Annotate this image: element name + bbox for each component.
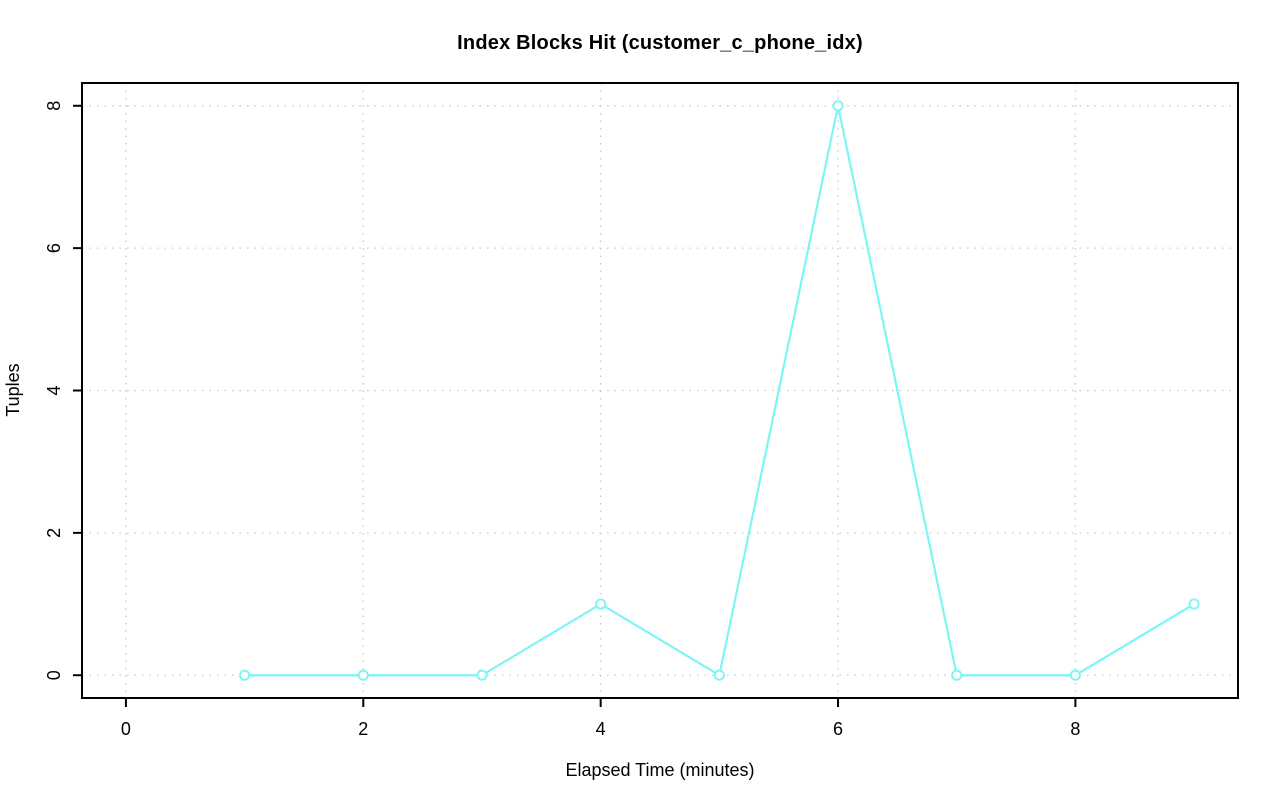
- x-tick-label: 4: [596, 719, 606, 739]
- data-point-marker: [595, 598, 607, 610]
- y-tick-label: 2: [44, 528, 64, 538]
- series-line: [243, 104, 1196, 677]
- x-tick-label: 8: [1070, 719, 1080, 739]
- plot-border: [81, 82, 1239, 699]
- x-tick-label: 2: [358, 719, 368, 739]
- y-tick-label: 0: [44, 670, 64, 680]
- y-tick-label: 6: [44, 243, 64, 253]
- data-point-marker: [713, 669, 725, 681]
- x-tick-label: 0: [121, 719, 131, 739]
- y-tick-label: 8: [44, 101, 64, 111]
- data-point-marker: [476, 669, 488, 681]
- y-tick-label: 4: [44, 385, 64, 395]
- data-point-marker: [357, 669, 369, 681]
- x-axis-label: Elapsed Time (minutes): [565, 760, 755, 780]
- data-point-marker: [951, 669, 963, 681]
- data-point-marker: [239, 669, 251, 681]
- data-point-marker: [832, 100, 844, 112]
- data-point-marker: [1069, 669, 1081, 681]
- x-tick-label: 6: [833, 719, 843, 739]
- chart-title: Index Blocks Hit (customer_c_phone_idx): [457, 32, 863, 54]
- data-point-marker: [1188, 598, 1200, 610]
